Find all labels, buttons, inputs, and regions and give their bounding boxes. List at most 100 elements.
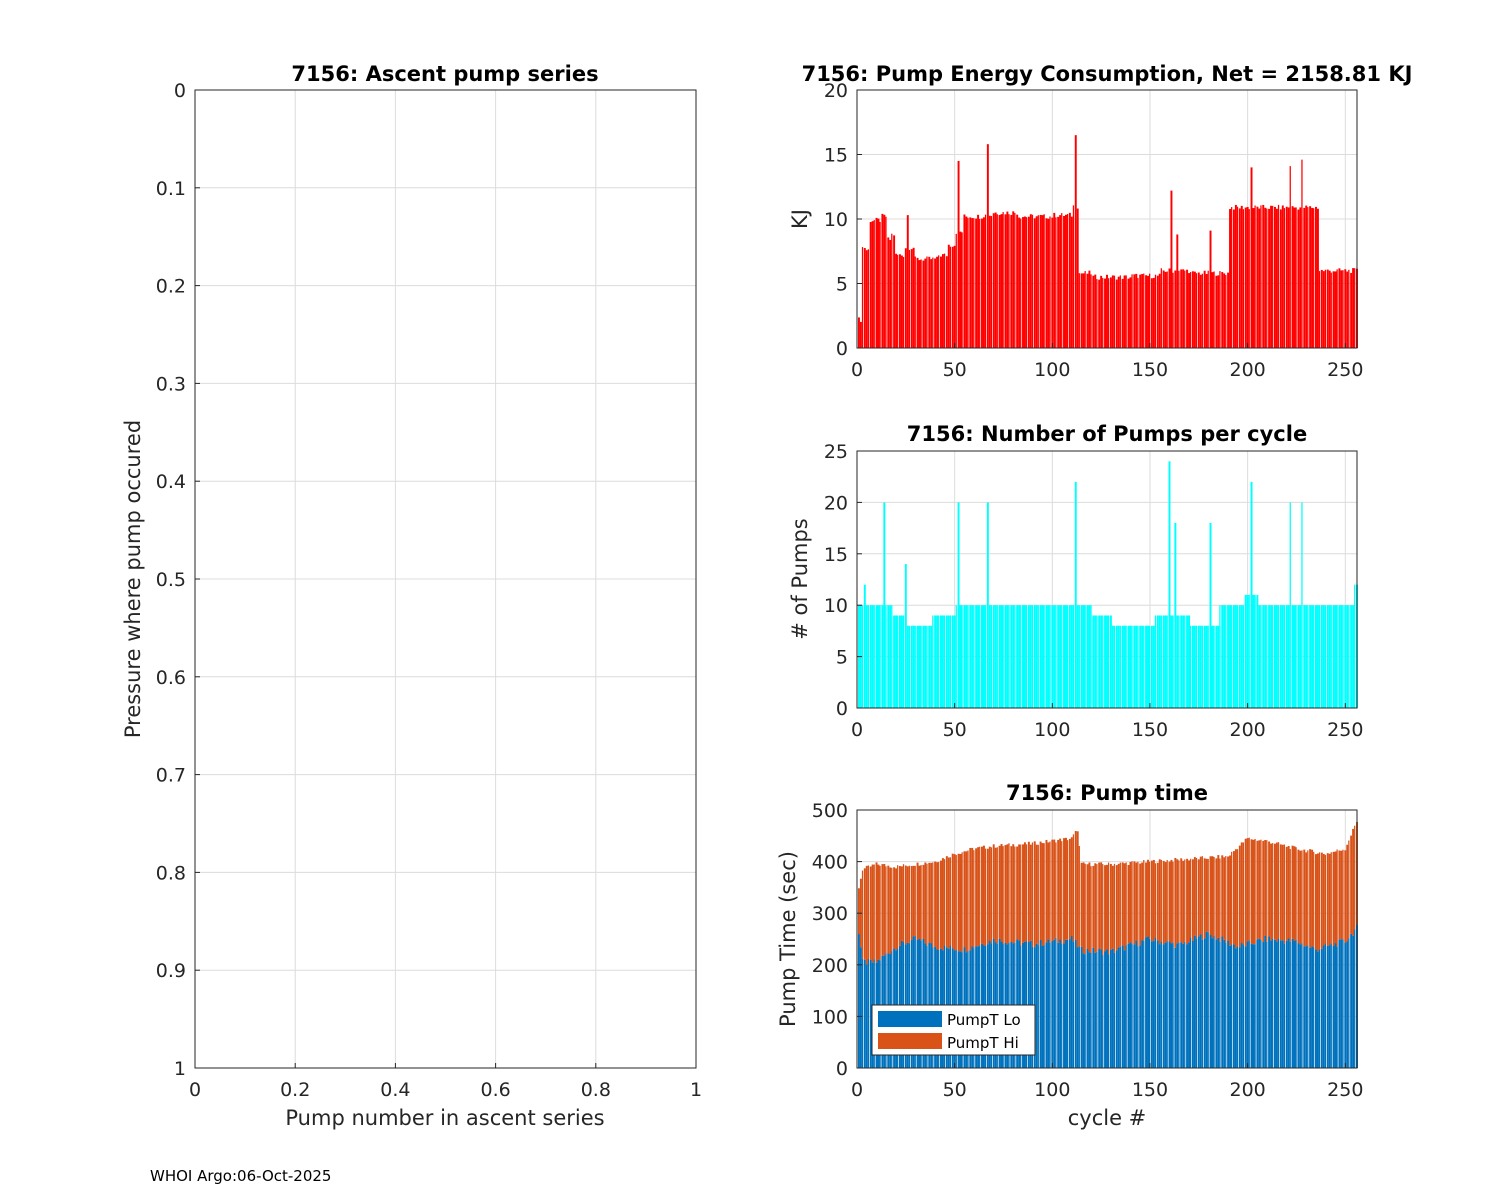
- bar: [873, 220, 875, 348]
- bar-pumpt-hi: [1029, 844, 1032, 941]
- bar: [867, 249, 869, 348]
- bar: [1092, 275, 1095, 348]
- bar: [1078, 273, 1080, 348]
- bar-pumpt-lo: [1148, 938, 1151, 1068]
- bar: [1100, 615, 1103, 708]
- bar-pumpt-hi: [875, 862, 878, 963]
- bar: [1313, 208, 1315, 348]
- bar: [1281, 605, 1284, 708]
- bar: [1123, 275, 1126, 348]
- x-tick-label: 50: [943, 719, 967, 741]
- bar-pumpt-hi: [1063, 838, 1066, 944]
- bar-pumpt-lo: [1320, 948, 1323, 1068]
- bar: [1027, 605, 1030, 708]
- bar: [1219, 605, 1221, 708]
- bar: [1106, 274, 1108, 348]
- bar: [1147, 275, 1149, 348]
- bar: [984, 605, 987, 708]
- bar-pumpt-lo: [1219, 941, 1221, 1068]
- bar-pumpt-lo: [1176, 943, 1179, 1068]
- bar: [1279, 605, 1282, 708]
- bar-pumpt-hi: [1326, 853, 1329, 946]
- pumps-per-cycle-chart: 0 50 100 150 200 250 0 5 10 15 20 25 7156: Number …: [788, 422, 1363, 741]
- bar-pumpt-hi: [1182, 860, 1185, 944]
- bar-pumpt-hi: [887, 865, 890, 954]
- bar: [1162, 615, 1165, 708]
- bar: [1268, 208, 1271, 348]
- bar-pumpt-lo: [865, 964, 868, 1068]
- bar-pumpt-hi: [1100, 862, 1103, 950]
- bar: [1316, 605, 1319, 708]
- bar: [1268, 605, 1271, 708]
- bar: [1035, 605, 1038, 708]
- bar: [994, 605, 997, 708]
- bar-pumpt-hi: [1322, 853, 1325, 946]
- bar-pumpt-lo: [1160, 941, 1162, 1068]
- bar-pumpt-lo: [1299, 944, 1302, 1068]
- bar-pumpt-lo: [1350, 933, 1353, 1068]
- bar: [1002, 605, 1004, 708]
- bar-pumpt-lo: [1258, 938, 1261, 1068]
- bar: [859, 321, 862, 348]
- bar-pumpt-hi: [1092, 865, 1095, 948]
- bar-pumpt-hi: [1250, 839, 1253, 944]
- bar-pumpt-hi: [1098, 862, 1101, 950]
- bar: [920, 259, 922, 348]
- bar: [930, 625, 933, 708]
- bar-pumpt-hi: [1234, 849, 1237, 949]
- bar-pumpt-hi: [1264, 840, 1267, 936]
- bar-pumpt-lo: [1041, 945, 1044, 1068]
- bar: [1061, 605, 1063, 708]
- bar-pumpt-hi: [1307, 850, 1309, 946]
- bar: [897, 615, 899, 708]
- bar: [1049, 605, 1051, 708]
- bar-pumpt-lo: [1291, 938, 1294, 1068]
- bar-pumpt-lo: [1141, 940, 1144, 1068]
- bar: [863, 584, 866, 708]
- bar: [986, 144, 989, 348]
- bar: [875, 217, 878, 348]
- bar-pumpt-hi: [1180, 858, 1183, 943]
- bar: [1191, 271, 1194, 348]
- bar-pumpt-hi: [1104, 865, 1107, 952]
- bar: [1190, 272, 1192, 348]
- bar-pumpt-hi: [1043, 843, 1045, 946]
- bar: [1254, 594, 1256, 708]
- bar-pumpt-hi: [1197, 859, 1200, 937]
- bar: [1020, 218, 1022, 348]
- bar-pumpt-lo: [1164, 942, 1167, 1068]
- bar: [1066, 214, 1069, 348]
- bar-pumpt-lo: [1111, 948, 1114, 1068]
- bar: [1022, 217, 1024, 348]
- bar: [1225, 605, 1227, 708]
- bar-pumpt-hi: [957, 853, 960, 952]
- bar-pumpt-hi: [1350, 835, 1353, 934]
- bar-pumpt-hi: [904, 865, 907, 945]
- bar: [1188, 273, 1191, 348]
- bar-pumpt-lo: [1232, 944, 1235, 1068]
- bar: [1238, 605, 1241, 708]
- y-axis-label: KJ: [788, 209, 812, 229]
- bar-pumpt-hi: [1238, 845, 1241, 948]
- bar: [1262, 204, 1265, 348]
- bar-pumpt-hi: [1266, 840, 1268, 942]
- bar: [1164, 271, 1167, 348]
- bar: [1166, 271, 1168, 348]
- bar-pumpt-hi: [1141, 862, 1144, 941]
- bar-pumpt-hi: [1287, 846, 1290, 939]
- bar-pumpt-lo: [1190, 937, 1192, 1068]
- bar-pumpt-hi: [1195, 857, 1198, 939]
- bar-pumpt-hi: [910, 866, 913, 940]
- bar-pumpt-lo: [1156, 940, 1159, 1068]
- bar: [1275, 208, 1278, 348]
- bar-pumpt-hi: [1022, 844, 1024, 943]
- bar: [1272, 205, 1274, 348]
- bar: [1299, 207, 1302, 348]
- bar: [1119, 275, 1121, 348]
- bar: [1305, 205, 1308, 348]
- y-tick-label: 1: [174, 1058, 186, 1080]
- bar: [1225, 275, 1227, 348]
- bar: [1277, 605, 1280, 708]
- bar: [1045, 218, 1048, 348]
- x-axis-label: Pump number in ascent series: [285, 1106, 604, 1130]
